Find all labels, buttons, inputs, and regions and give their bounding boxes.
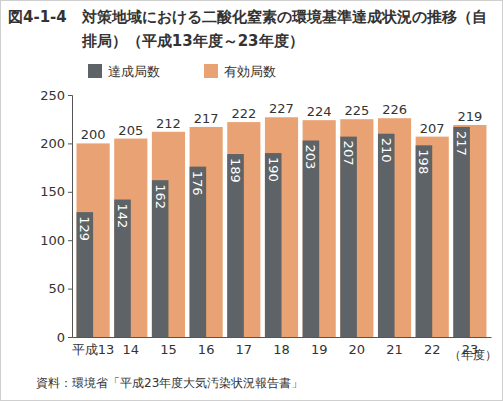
tick-mark: [68, 240, 72, 241]
bar: [416, 137, 449, 337]
tick: 250: [40, 88, 72, 103]
tick-label: 200: [40, 136, 65, 151]
tick: 150: [40, 184, 72, 199]
tick-label: 14: [123, 342, 140, 357]
legend-swatch: [88, 64, 102, 78]
tick-label: 22: [424, 342, 441, 357]
data-label: 207: [420, 121, 445, 136]
legend: 達成局数 有効局数: [88, 64, 276, 79]
tick-label: 15: [160, 342, 177, 357]
tick: 15: [160, 337, 177, 357]
bar: [227, 122, 260, 337]
data-label: 217: [194, 111, 219, 126]
bar: [114, 139, 147, 337]
legend-label: 有効局数: [224, 64, 276, 79]
tick-label: 0: [57, 330, 65, 345]
bar: [340, 119, 373, 337]
bar: [190, 127, 223, 337]
chart: 図4-1-4 対策地域における二酸化窒素の環境基準達成状況の推移（自排局）（平成…: [0, 0, 503, 401]
bar: [416, 145, 433, 337]
tick-label: 250: [40, 88, 65, 103]
y-axis: 0 50 100 150 200 250: [40, 88, 72, 345]
tick-label: 20: [349, 342, 366, 357]
axis-line: [73, 337, 492, 338]
data-label: 207: [341, 141, 356, 166]
tick: 22: [424, 337, 441, 357]
bar: [152, 132, 185, 337]
legend-label: 達成局数: [108, 64, 160, 79]
tick: 18: [273, 337, 290, 357]
bar: [227, 154, 244, 337]
bar: [303, 120, 336, 337]
bar: [190, 167, 207, 337]
tick: 19: [311, 337, 328, 357]
data-label: 222: [231, 106, 256, 121]
data-label: 190: [266, 157, 281, 182]
data-label: 217: [454, 131, 469, 156]
tick-label: 17: [236, 342, 253, 357]
data-label: 176: [190, 171, 205, 196]
data-label: 200: [81, 127, 106, 142]
title: 図4-1-4 対策地域における二酸化窒素の環境基準達成状況の推移（自排局）（平成…: [8, 8, 487, 50]
tick: 14: [123, 337, 140, 357]
bar: [152, 180, 169, 337]
data-label: 203: [303, 144, 318, 169]
x-axis-title: （年度）: [449, 348, 497, 362]
tick-label: 平成13: [72, 342, 115, 357]
tick-label: 50: [48, 281, 65, 296]
data-label: 198: [416, 149, 431, 174]
bar: [77, 143, 110, 337]
axis-line: [68, 96, 73, 338]
tick-label: 18: [273, 342, 290, 357]
tick: 21: [386, 337, 403, 357]
bar: [303, 140, 320, 337]
x-axis: 平成1314151617181920212223: [72, 337, 492, 357]
tick: 16: [198, 337, 215, 357]
data-label: 210: [379, 138, 394, 163]
tick: 50: [48, 281, 72, 296]
data-label: 212: [156, 116, 181, 131]
annotation: 資料：環境省「平成23年度大気汚染状況報告書」: [36, 376, 303, 390]
bar: [77, 212, 94, 337]
data-label: 224: [307, 104, 332, 119]
tick-mark: [68, 337, 72, 338]
bar: [340, 137, 357, 337]
tick: 0: [57, 330, 72, 345]
tick-mark: [68, 289, 72, 290]
bar: [453, 127, 470, 337]
tick-mark: [68, 143, 72, 144]
tick-label: 150: [40, 184, 65, 199]
legend-swatch: [204, 64, 218, 78]
tick-mark: [68, 95, 72, 96]
bar: [114, 200, 131, 337]
data-label: 205: [118, 123, 143, 138]
bar: [378, 118, 411, 337]
bar: [453, 125, 486, 337]
tick: 平成13: [72, 337, 115, 357]
background: [1, 1, 503, 401]
tick: 200: [40, 136, 72, 151]
data-label: 227: [269, 101, 294, 116]
data-label: 142: [115, 204, 130, 229]
data-label: 162: [153, 184, 168, 209]
tick-label: 16: [198, 342, 215, 357]
bar: [265, 117, 298, 337]
bars: [77, 117, 487, 337]
tick-label: 21: [386, 342, 403, 357]
data-label: 225: [344, 103, 369, 118]
data-label: 129: [77, 216, 92, 241]
tick: 100: [40, 233, 72, 248]
data-label: 226: [382, 102, 407, 117]
bar: [265, 153, 282, 337]
tick: 20: [349, 337, 366, 357]
tick-label: 100: [40, 233, 65, 248]
tick-label: 19: [311, 342, 328, 357]
data-labels: 200 205 212 217 222 227 224 225 226 207 219 129 142 1…: [77, 101, 482, 241]
tick-mark: [68, 192, 72, 193]
bar: [378, 134, 395, 337]
data-label: 219: [457, 109, 482, 124]
data-label: 189: [228, 158, 243, 183]
tick: 17: [236, 337, 253, 357]
